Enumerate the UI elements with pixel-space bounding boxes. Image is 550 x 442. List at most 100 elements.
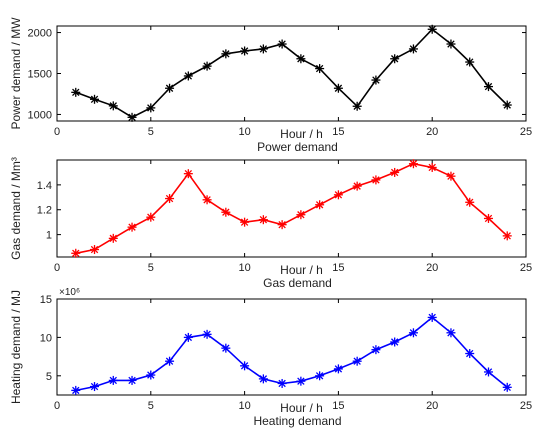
data-point xyxy=(127,222,137,232)
x-tick-label: 20 xyxy=(426,262,438,274)
y-tick-label: 10 xyxy=(40,332,52,344)
data-point xyxy=(258,374,268,384)
y-tick-label: 1.2 xyxy=(37,205,52,217)
data-point xyxy=(165,83,175,93)
data-point xyxy=(315,371,325,381)
data-point xyxy=(277,378,287,388)
x-tick-label: 25 xyxy=(520,400,532,412)
data-point xyxy=(296,376,306,386)
data-point xyxy=(408,159,418,169)
x-tick-label: 15 xyxy=(332,126,344,138)
data-point xyxy=(183,169,193,179)
data-point xyxy=(446,39,456,49)
data-point xyxy=(277,39,287,49)
y-tick-label: 1.4 xyxy=(37,180,52,192)
x-tick-label: 15 xyxy=(332,400,344,412)
x-tick-label: 10 xyxy=(238,262,250,274)
y-tick-label: 2000 xyxy=(28,28,52,40)
data-point xyxy=(502,231,512,241)
data-point xyxy=(258,44,268,54)
data-point xyxy=(127,375,137,385)
y-tick-label: 1500 xyxy=(28,69,52,81)
data-point xyxy=(71,87,81,97)
data-point xyxy=(465,57,475,67)
subplot-3 xyxy=(56,298,527,396)
x-tick-label: 5 xyxy=(148,262,154,274)
subplot-caption: Gas demand xyxy=(263,276,332,290)
data-point xyxy=(202,61,212,71)
data-point xyxy=(296,210,306,220)
subplot-caption: Power demand xyxy=(257,140,338,154)
data-point xyxy=(165,356,175,366)
data-point xyxy=(108,101,118,111)
x-tick-label: 25 xyxy=(520,126,532,138)
data-point xyxy=(446,328,456,338)
data-point xyxy=(146,370,156,380)
y-tick-label: 5 xyxy=(46,371,52,383)
x-tick-label: 0 xyxy=(54,262,60,274)
data-point xyxy=(202,329,212,339)
data-point xyxy=(315,64,325,74)
data-point xyxy=(221,343,231,353)
x-tick-label: 20 xyxy=(426,400,438,412)
y-axis-label: Power demand / MW xyxy=(9,17,23,130)
x-tick-label: 5 xyxy=(148,126,154,138)
y-axis-label: Gas demand / Mm³ xyxy=(9,157,23,260)
data-point xyxy=(296,54,306,64)
subplot-caption: Heating demand xyxy=(253,414,341,428)
data-point xyxy=(502,382,512,392)
data-point xyxy=(483,213,493,223)
data-point xyxy=(483,367,493,377)
data-point xyxy=(427,24,437,34)
data-point xyxy=(408,44,418,54)
data-point xyxy=(315,200,325,210)
data-point xyxy=(465,197,475,207)
data-point xyxy=(165,194,175,204)
data-point xyxy=(258,215,268,225)
y-axis-label: Heating demand / MJ xyxy=(9,290,23,404)
data-point xyxy=(371,345,381,355)
data-point xyxy=(183,71,193,81)
series-line xyxy=(75,162,508,255)
data-point xyxy=(333,190,343,200)
data-point xyxy=(221,49,231,59)
subplot-2 xyxy=(56,159,527,258)
data-point xyxy=(146,103,156,113)
plot-frame xyxy=(56,25,527,122)
data-point xyxy=(108,375,118,385)
data-point xyxy=(371,75,381,85)
x-tick-label: 20 xyxy=(426,126,438,138)
data-point xyxy=(390,337,400,347)
data-point xyxy=(427,312,437,322)
y-exponent-label: ×10⁶ xyxy=(59,287,80,298)
x-axis-label: Hour / h xyxy=(280,401,323,415)
plot-frame xyxy=(56,159,527,258)
data-point xyxy=(108,233,118,243)
subplot-1 xyxy=(56,24,527,122)
plot-frame xyxy=(56,298,527,396)
data-point xyxy=(502,100,512,110)
data-point xyxy=(90,94,100,104)
data-point xyxy=(221,207,231,217)
x-tick-label: 0 xyxy=(54,126,60,138)
series-line xyxy=(75,316,508,392)
data-point xyxy=(446,171,456,181)
data-point xyxy=(90,245,100,255)
data-point xyxy=(483,82,493,92)
x-tick-label: 15 xyxy=(332,262,344,274)
data-point xyxy=(90,382,100,392)
data-point xyxy=(127,112,137,122)
data-point xyxy=(333,364,343,374)
data-point xyxy=(202,195,212,205)
data-point xyxy=(352,181,362,191)
data-point xyxy=(390,54,400,64)
y-tick-label: 1 xyxy=(46,230,52,242)
x-tick-label: 10 xyxy=(238,400,250,412)
x-tick-label: 0 xyxy=(54,400,60,412)
data-point xyxy=(371,175,381,185)
x-tick-label: 10 xyxy=(238,126,250,138)
data-point xyxy=(352,356,362,366)
y-tick-label: 1000 xyxy=(28,109,52,121)
data-point xyxy=(427,162,437,172)
